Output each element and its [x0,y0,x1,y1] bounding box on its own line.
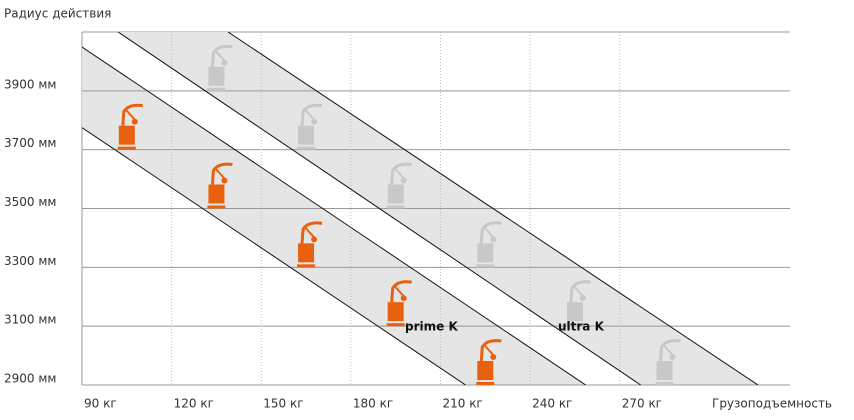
robot-base [387,206,405,209]
robot-base [207,206,225,209]
y-tick-label: 3900 мм [4,77,56,91]
x-tick-label: 150 кг [263,397,303,411]
robot-joint [132,119,138,125]
y-tick-label: 3300 мм [4,254,56,268]
y-tick-label: 3100 мм [4,313,56,327]
x-tick-label: 270 кг [622,397,662,411]
robot-joint [221,178,227,184]
robot-body [208,67,224,86]
robot-base [476,264,494,267]
robot-joint [311,236,317,242]
robot-base [118,147,136,150]
x-tick-label: 120 кг [174,397,214,411]
robot-joint [490,354,496,360]
x-tick-label: 90 кг [84,397,117,411]
robot-base [297,147,315,150]
robot-body [119,126,135,145]
robot-joint [580,295,586,301]
robot-body [477,361,493,380]
x-axis-title: Грузоподъемность [712,397,832,411]
robot-joint [311,119,317,125]
y-tick-label: 3700 мм [4,136,56,150]
robot-base [207,88,225,91]
robot-base [387,323,405,326]
robot-base [297,264,315,267]
robot-joint [401,178,407,184]
chart: Радиус действия Грузоподъемность 2900 мм… [0,0,854,416]
y-axis-title: Радиус действия [4,7,111,21]
robot-body [298,126,314,145]
robot-body [388,302,404,321]
x-tick-label: 210 кг [442,397,482,411]
robot-body [388,185,404,204]
robot-body [657,361,673,380]
x-tick-label: 240 кг [532,397,572,411]
series-label: ultra K [558,320,605,334]
series-label: prime K [405,320,458,334]
robot-body [298,243,314,262]
y-tick-label: 2900 мм [4,372,56,386]
robot-base [656,382,674,385]
robot-body [477,243,493,262]
y-tick-label: 3500 мм [4,195,56,209]
robot-joint [490,236,496,242]
robot-joint [401,295,407,301]
robot-body [567,302,583,321]
robot-joint [221,60,227,66]
robot-base [476,382,494,385]
page: Радиус действия Грузоподъемность 2900 мм… [0,0,854,416]
robot-body [208,185,224,204]
band-edge [82,47,586,385]
x-tick-label: 180 кг [353,397,393,411]
robot-joint [670,354,676,360]
